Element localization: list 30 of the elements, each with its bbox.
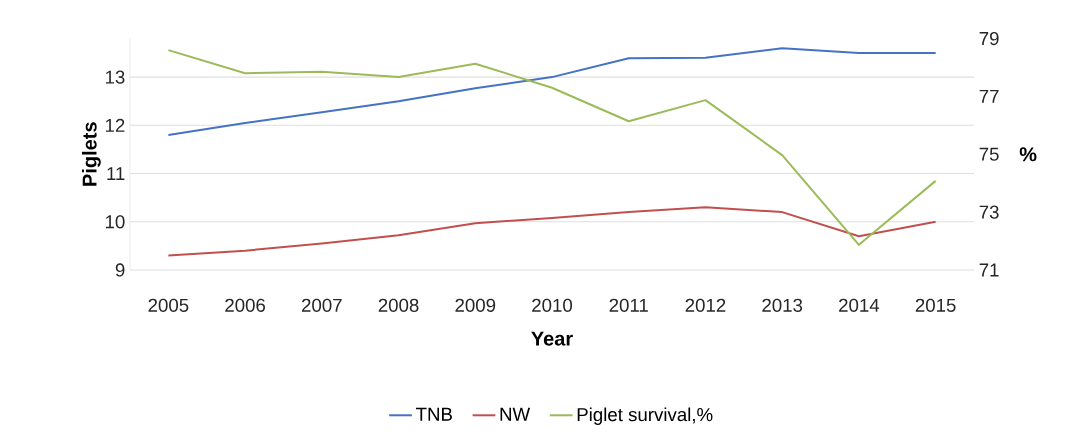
y-axis-title: Piglets xyxy=(81,122,101,186)
y2-tick-label: 71 xyxy=(979,263,999,277)
x-axis-title: Year xyxy=(531,331,573,346)
x-tick-label: 2007 xyxy=(302,298,342,312)
x-tick-label: 2015 xyxy=(915,298,956,312)
legend-label: TNB xyxy=(416,407,452,421)
legend-label: Piglet survival,% xyxy=(577,407,713,425)
y-tick-label: 13 xyxy=(105,70,125,84)
x-tick-label: 2010 xyxy=(532,298,573,312)
line-series xyxy=(167,49,937,246)
y2-tick-label: 79 xyxy=(979,31,999,46)
x-tick-label: 2006 xyxy=(225,298,266,312)
x-tick-label: 2013 xyxy=(762,298,803,312)
line-series xyxy=(167,47,937,136)
x-tick-label: 2009 xyxy=(455,298,496,312)
y2-tick-label: 75 xyxy=(979,147,999,161)
y-tick-label: 12 xyxy=(105,118,125,132)
y-tick-label: 11 xyxy=(107,167,125,180)
line-series xyxy=(167,206,937,257)
x-tick-label: 2012 xyxy=(685,298,726,312)
y-tick-label: 9 xyxy=(115,263,125,277)
x-tick-label: 2008 xyxy=(378,298,419,312)
y2-tick-label: 77 xyxy=(979,89,999,103)
legend-label: NW xyxy=(500,407,531,421)
x-tick-label: 2014 xyxy=(839,298,880,312)
y-tick-label: 10 xyxy=(105,215,125,229)
y2-tick-label: 73 xyxy=(979,205,999,219)
y2-axis-title: % xyxy=(1019,147,1037,162)
x-tick-label: 2005 xyxy=(148,298,189,312)
x-tick-label: 2011 xyxy=(609,298,648,312)
